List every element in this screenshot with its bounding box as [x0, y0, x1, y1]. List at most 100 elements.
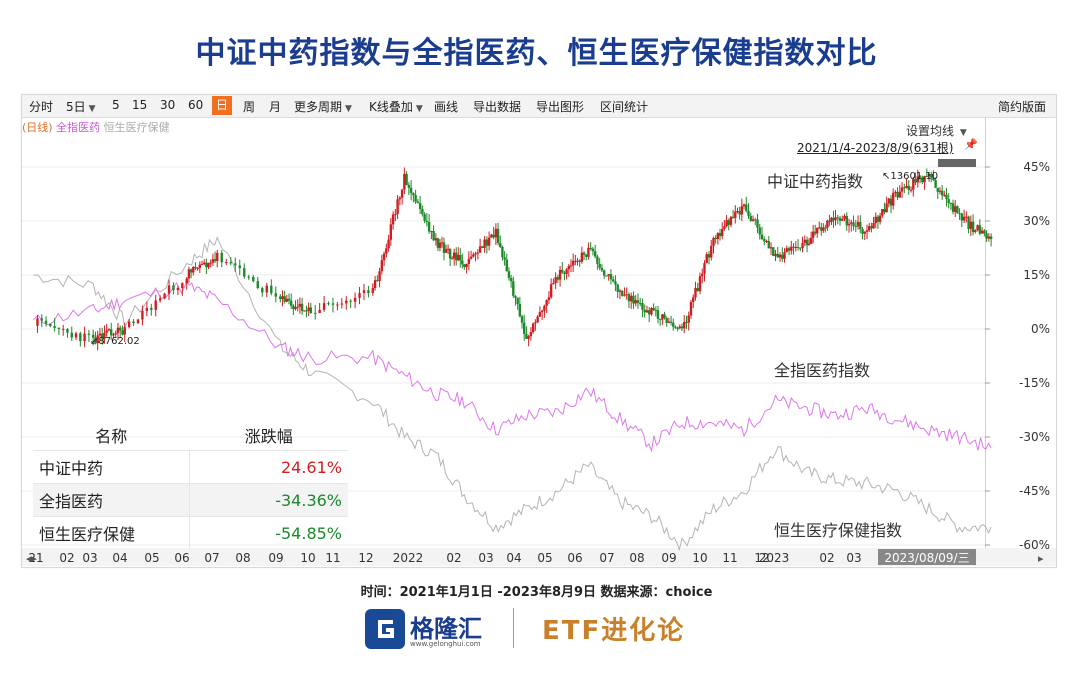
- candle-body: [119, 327, 122, 331]
- candle-body: [294, 307, 297, 310]
- candle-body: [434, 238, 438, 241]
- candle-body: [114, 333, 117, 335]
- candle-body: [243, 268, 246, 277]
- candle-body: [648, 310, 651, 315]
- tb-30min[interactable]: 30: [160, 98, 176, 112]
- tb-5day[interactable]: 5日 ▼: [66, 100, 96, 114]
- candle-body: [132, 321, 135, 324]
- candle-body: [509, 278, 513, 282]
- candle-body: [734, 211, 737, 219]
- candle-body: [705, 254, 708, 264]
- candle-body: [507, 271, 511, 279]
- logo-divider: [513, 608, 514, 648]
- candle-body: [154, 300, 157, 310]
- tb-week[interactable]: 周: [243, 100, 256, 114]
- candle-body: [894, 191, 897, 193]
- candle-body: [807, 243, 811, 246]
- ma-settings-button[interactable]: 设置均线 ▼: [906, 124, 967, 138]
- candle-body: [452, 252, 456, 259]
- x-tick-label: 02: [819, 551, 834, 565]
- candle-body: [925, 175, 929, 177]
- candle-body: [53, 326, 56, 329]
- candle-body: [954, 206, 957, 212]
- y-axis-line: [985, 117, 986, 548]
- candle-body: [391, 214, 395, 225]
- candle-body: [527, 336, 530, 339]
- candle-body: [876, 216, 880, 222]
- candle-body: [362, 290, 366, 294]
- candle-body: [678, 326, 681, 329]
- candle-body: [373, 280, 377, 289]
- tb-range-stats[interactable]: 区间统计: [600, 100, 649, 114]
- tb-day[interactable]: 日: [212, 96, 233, 115]
- candle-body: [949, 203, 953, 205]
- candle-body: [516, 297, 519, 304]
- candle-body: [436, 238, 440, 248]
- chevron-down-icon: ▼: [88, 104, 96, 114]
- chart-canvas[interactable]: 45% 30% 15% 0% -15% -30% -45% -60% 21 02 03 04 05 06 0…: [22, 95, 1056, 567]
- candle-body: [765, 240, 768, 242]
- gelonghui-logo-icon: [365, 609, 405, 649]
- candle-body: [158, 298, 162, 301]
- candle-body: [658, 318, 662, 320]
- candle-body: [61, 328, 65, 330]
- legend-hshc[interactable]: 恒生医疗保健: [103, 121, 170, 134]
- tb-5min[interactable]: 5: [112, 98, 120, 112]
- candle-body: [378, 271, 381, 281]
- logo-url: www.gelonghui.com: [410, 640, 481, 648]
- candle-body: [930, 173, 933, 178]
- tb-15min[interactable]: 15: [132, 98, 148, 112]
- candle-body: [465, 263, 468, 267]
- candle-body: [450, 258, 454, 260]
- legend-pharma[interactable]: 全指医药: [56, 121, 101, 134]
- tb-simple-layout[interactable]: 简约版面: [997, 100, 1046, 114]
- candle-body: [822, 227, 825, 231]
- candle-body: [940, 190, 944, 196]
- candle-body: [220, 252, 223, 263]
- candle-body: [520, 316, 524, 323]
- pin-icon[interactable]: 📌: [964, 138, 978, 151]
- candle-body: [868, 226, 871, 231]
- candle-body: [983, 230, 986, 234]
- tb-export-data[interactable]: 导出数据: [473, 100, 522, 114]
- candle-body: [887, 198, 891, 204]
- candle-body: [845, 215, 848, 226]
- candle-body: [618, 290, 622, 292]
- candle-body: [499, 243, 502, 248]
- candle-body: [100, 333, 104, 339]
- candle-body: [962, 216, 966, 221]
- candle-body: [769, 247, 773, 249]
- candle-body: [487, 237, 491, 246]
- candle-body: [969, 221, 973, 229]
- candle-body: [643, 309, 646, 313]
- row-change: 24.61%: [189, 450, 348, 484]
- candle-body: [976, 225, 979, 231]
- range-label[interactable]: 2021/1/4-2023/8/9(631根): [797, 141, 954, 155]
- candle-body: [863, 231, 866, 234]
- candle-body: [446, 248, 450, 250]
- tb-month[interactable]: 月: [269, 100, 282, 114]
- candle-body: [641, 303, 644, 310]
- candle-body: [811, 231, 815, 238]
- candle-body: [947, 199, 950, 204]
- candle-body: [163, 293, 166, 299]
- candle-body: [463, 264, 466, 267]
- candle-body: [956, 206, 959, 214]
- tb-draw-line[interactable]: 画线: [434, 100, 459, 114]
- x-tick-label: 10: [692, 551, 707, 565]
- candle-body: [714, 237, 717, 240]
- tb-kline-overlay[interactable]: K线叠加 ▼: [369, 100, 423, 114]
- candle-body: [694, 288, 697, 298]
- candle-body: [543, 305, 546, 311]
- candle-body: [625, 294, 628, 296]
- tb-export-image[interactable]: 导出图形: [536, 100, 585, 114]
- x-cursor-date-box: [878, 549, 976, 565]
- tb-intraday[interactable]: 分时: [29, 100, 54, 114]
- tb-more-periods[interactable]: 更多周期 ▼: [294, 100, 352, 114]
- range-handle[interactable]: [938, 159, 976, 167]
- candle-body: [785, 248, 788, 253]
- tb-60min[interactable]: 60: [188, 98, 204, 112]
- candle-body: [838, 217, 842, 221]
- candle-body: [680, 326, 684, 329]
- candle-body: [472, 254, 475, 257]
